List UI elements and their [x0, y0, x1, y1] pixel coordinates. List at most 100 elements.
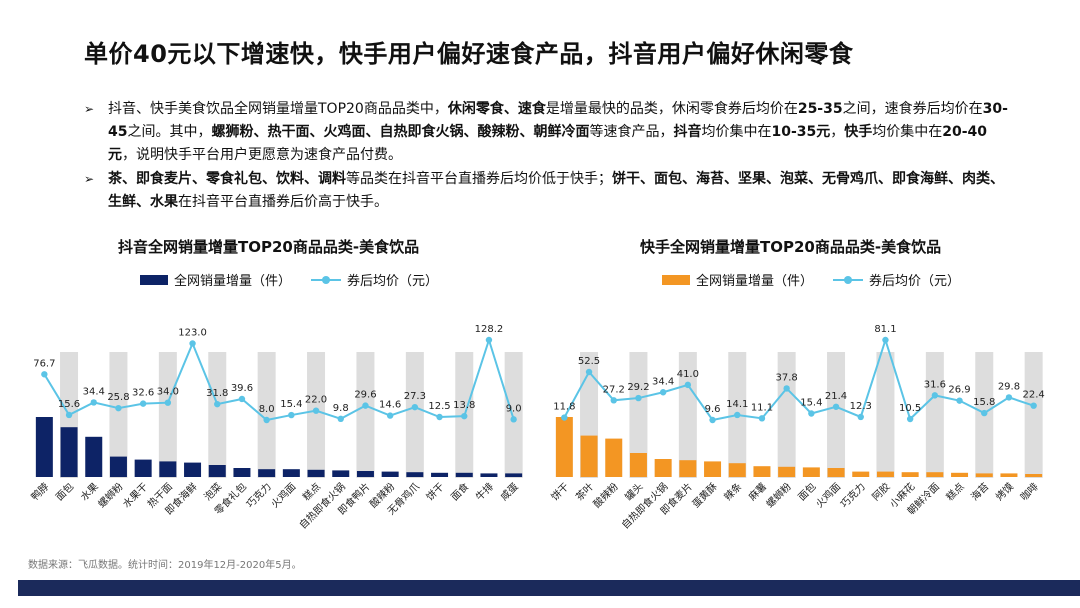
- price-point: [238, 395, 246, 403]
- category-tick-label: 饼干: [548, 480, 571, 503]
- price-data-label: 26.9: [948, 385, 970, 396]
- bar: [728, 463, 746, 477]
- price-data-label: 34.0: [157, 387, 179, 398]
- price-line: [563, 336, 1034, 422]
- bullet-emphasis: 10-35元: [771, 124, 831, 140]
- price-data-label: 15.4: [280, 399, 302, 410]
- price-point: [411, 403, 419, 411]
- bar: [85, 436, 103, 477]
- price-data-label: 14.6: [379, 400, 401, 411]
- price-point: [436, 413, 443, 421]
- category-tick-label: 辣条: [721, 480, 744, 503]
- grid-band: [629, 352, 648, 478]
- bullet-arrow-icon: ➢: [84, 102, 95, 116]
- grid-band: [158, 352, 177, 478]
- price-data-label: 52.5: [578, 356, 600, 367]
- bar: [455, 472, 473, 477]
- category-tick-label: 泡菜: [201, 480, 224, 503]
- bar: [505, 473, 523, 477]
- bar: [926, 472, 944, 477]
- price-point: [981, 409, 988, 417]
- legend-line-label: 券后均价（元）: [347, 274, 439, 289]
- bar: [60, 427, 78, 477]
- category-tick-label: 罐头: [622, 480, 645, 503]
- price-data-label: 8.0: [259, 404, 275, 415]
- bullet-emphasis: 30-45: [108, 101, 1008, 140]
- legend-douyin: 全网销量增量（件） 券后均价（元）: [140, 270, 438, 289]
- price-point: [214, 400, 221, 408]
- chart-douyin: 76.7 15.634.425.8 32.6 34.0 123.0 31.8 39.6 8.0…: [28, 324, 523, 532]
- bullet-segment: 均价集中在: [701, 124, 772, 140]
- bullet-text: 茶、即食麦片、零食礼包、饮料、调料等品类在抖音平台直播券后均价低于快手；饼干、面…: [108, 171, 1004, 210]
- bar: [332, 470, 350, 477]
- price-point: [808, 410, 815, 417]
- category-tick-label: 巧克力: [243, 480, 273, 510]
- bullet-segment: 在抖音平台直播券后价高于快手。: [178, 194, 388, 210]
- grid-band: [356, 352, 375, 478]
- price-point: [461, 412, 468, 420]
- price-point: [709, 416, 716, 424]
- category-tick-label: 饼干: [423, 480, 446, 503]
- bullet-emphasis: 休闲零食、速食: [447, 101, 546, 117]
- chart-kuaishou: 11.8 52.5 27.2 29.234.441.0 9.6 14.1 11.1 37.8 1…: [548, 324, 1045, 532]
- category-tick-label: 蛋黄酥: [689, 480, 719, 510]
- source-note: 数据来源：飞瓜数据。统计时间：2019年12月-2020年5月。: [28, 560, 302, 571]
- category-tick-label: 烤馍: [993, 480, 1016, 503]
- bar: [1025, 474, 1043, 477]
- price-point: [758, 415, 766, 422]
- price-data-label: 15.4: [800, 398, 822, 409]
- grid-band: [307, 352, 326, 478]
- footer-bar: [18, 580, 1080, 596]
- price-point: [956, 397, 963, 404]
- category-tick-label: 牛排: [473, 480, 496, 503]
- category-tick-label: 糕点: [943, 480, 966, 503]
- grid-band: [1024, 352, 1043, 478]
- price-point: [561, 414, 568, 421]
- price-point: [1030, 402, 1037, 409]
- legend-bar-label: 全网销量增量（件）: [696, 274, 814, 289]
- bullet-segment: 等速食产品，: [589, 124, 674, 140]
- price-point: [882, 336, 889, 344]
- bullet-segment: 均价集中在: [872, 124, 943, 140]
- price-data-label: 123.0: [178, 327, 207, 338]
- grid-band: [504, 352, 523, 478]
- price-point: [906, 415, 914, 423]
- price-data-label: 15.6: [58, 399, 80, 410]
- grid-band: [827, 352, 846, 478]
- price-point: [139, 400, 147, 407]
- price-point: [362, 402, 369, 409]
- category-tick-label: 螺蛳粉: [763, 480, 793, 510]
- price-data-label: 14.1: [726, 399, 748, 410]
- price-data-label: 25.8: [107, 392, 129, 403]
- legend-bar-swatch: [662, 274, 690, 285]
- bar: [827, 468, 845, 477]
- price-point: [90, 399, 97, 406]
- bullet-2: ➢ 茶、即食麦片、零食礼包、饮料、调料等品类在抖音平台直播券后均价低于快手；饼干…: [84, 168, 1014, 214]
- bar: [208, 465, 226, 477]
- bullet-emphasis: 25-35: [797, 101, 843, 117]
- price-data-label: 31.6: [924, 379, 946, 390]
- bullet-emphasis: 抖音: [673, 124, 702, 140]
- bullet-1: ➢ 抖音、快手美食饮品全网销量增量TOP20商品品类中，休闲零食、速食是增量最快…: [84, 98, 1014, 167]
- bar: [580, 435, 598, 477]
- bullet-emphasis: 螺狮粉、热干面、火鸡面、自热即食火锅、酸辣粉、朝鲜冷面: [211, 124, 590, 140]
- legend-line-swatch: [311, 275, 342, 285]
- price-data-label: 34.4: [652, 376, 674, 387]
- bar: [109, 456, 127, 477]
- grid-band: [257, 352, 276, 478]
- price-data-label: 10.5: [899, 403, 921, 414]
- price-point: [164, 399, 172, 406]
- category-tick-label: 水果干: [121, 481, 151, 511]
- bar: [184, 462, 202, 477]
- price-data-label: 9.0: [506, 403, 522, 414]
- price-data-label: 34.4: [83, 386, 105, 397]
- category-tick-label: 咸蛋: [498, 481, 521, 504]
- bullet-segment: ，说明快手平台用户更愿意为速食产品付费。: [122, 147, 402, 163]
- category-tick-label: 面食: [448, 480, 471, 503]
- price-data-label: 27.2: [603, 384, 625, 395]
- grid-band: [405, 352, 424, 478]
- bullet-segment: ，: [830, 124, 845, 140]
- price-point: [684, 381, 692, 389]
- price-data-label: 12.5: [428, 401, 450, 412]
- bar: [282, 469, 300, 477]
